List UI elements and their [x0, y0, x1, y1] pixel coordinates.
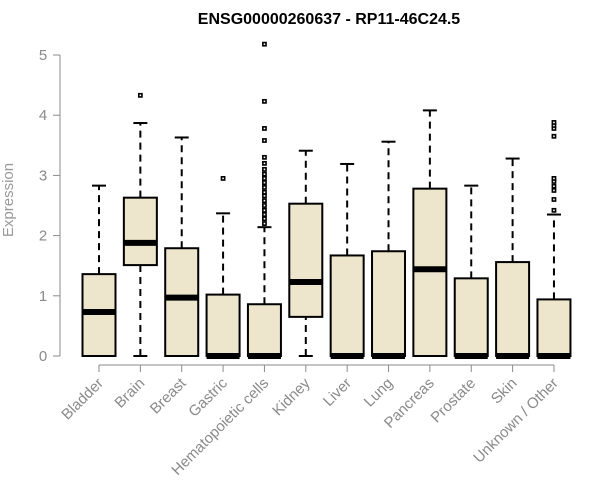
outlier-point	[551, 176, 557, 181]
chart-title: ENSG00000260637 - RP11-46C24.5	[198, 11, 461, 28]
iqr-box	[329, 254, 365, 357]
outlier-point	[262, 171, 267, 177]
outlier-point	[262, 176, 267, 181]
outlier-point	[262, 193, 267, 199]
outlier-point	[262, 41, 267, 47]
outlier-point	[551, 120, 557, 125]
iqr-box	[495, 261, 531, 358]
y-tick-label: 2	[39, 228, 47, 245]
box-group-kidney	[288, 149, 324, 357]
box-group-gastric	[205, 176, 241, 359]
x-tick-label: Bladder	[58, 375, 107, 424]
y-axis: 0 1 2 3 4 5	[39, 47, 61, 365]
outlier-point	[262, 180, 267, 186]
y-tick-label: 3	[39, 167, 47, 184]
outlier-point	[262, 160, 267, 166]
iqr-box	[536, 298, 572, 357]
iqr-box	[122, 196, 158, 267]
iqr-box	[246, 303, 282, 357]
box-group-prostate	[453, 184, 489, 359]
outlier-point	[262, 166, 267, 172]
outlier-point	[137, 92, 143, 98]
iqr-box	[288, 202, 324, 318]
outlier-point	[551, 207, 557, 213]
outlier-point	[551, 183, 557, 189]
x-tick-label: Kidney	[269, 374, 314, 419]
outlier-point	[262, 126, 267, 131]
iqr-box	[371, 250, 407, 357]
iqr-box	[412, 187, 448, 357]
iqr-box	[205, 293, 241, 358]
box-group-skin	[495, 157, 531, 359]
outlier-point	[262, 207, 267, 213]
outlier-point	[262, 203, 267, 208]
iqr-box	[164, 247, 200, 358]
outlier-point	[262, 138, 267, 143]
box-series	[81, 41, 572, 359]
y-tick-label: 0	[39, 348, 47, 365]
box-group-breast	[164, 136, 200, 358]
outlier-point	[551, 188, 557, 193]
outlier-point	[262, 198, 267, 204]
box-group-lung	[371, 140, 407, 359]
outlier-point	[262, 212, 267, 217]
outlier-point	[262, 189, 267, 195]
x-tick-label: Skin	[488, 375, 521, 408]
outlier-point	[262, 216, 267, 222]
x-tick-label: Liver	[320, 375, 355, 410]
y-tick-label: 4	[39, 107, 47, 124]
y-tick-label: 5	[39, 47, 47, 64]
x-tick-label: Prostate	[428, 375, 480, 427]
outlier-point	[262, 221, 267, 226]
box-group-brain	[122, 92, 158, 357]
box-group-pancreas	[412, 109, 448, 357]
outlier-point	[551, 133, 557, 139]
box-group-hematopoietic-cells	[246, 41, 282, 359]
iqr-box	[81, 273, 117, 357]
outlier-point	[262, 98, 267, 104]
box-group-liver	[329, 162, 365, 359]
y-axis-label: Expression	[0, 163, 17, 237]
x-tick-label: Breast	[147, 374, 190, 417]
x-tick-label: Lung	[361, 375, 397, 411]
iqr-box	[453, 277, 489, 358]
y-tick-label: 1	[39, 288, 47, 305]
outlier-point	[551, 197, 557, 202]
outlier-point	[220, 176, 226, 181]
outlier-point	[262, 185, 267, 190]
box-group-bladder	[81, 184, 117, 357]
outlier-point	[262, 154, 267, 160]
x-tick-label: Brain	[111, 375, 148, 412]
box-group-unknown-other	[536, 120, 572, 359]
